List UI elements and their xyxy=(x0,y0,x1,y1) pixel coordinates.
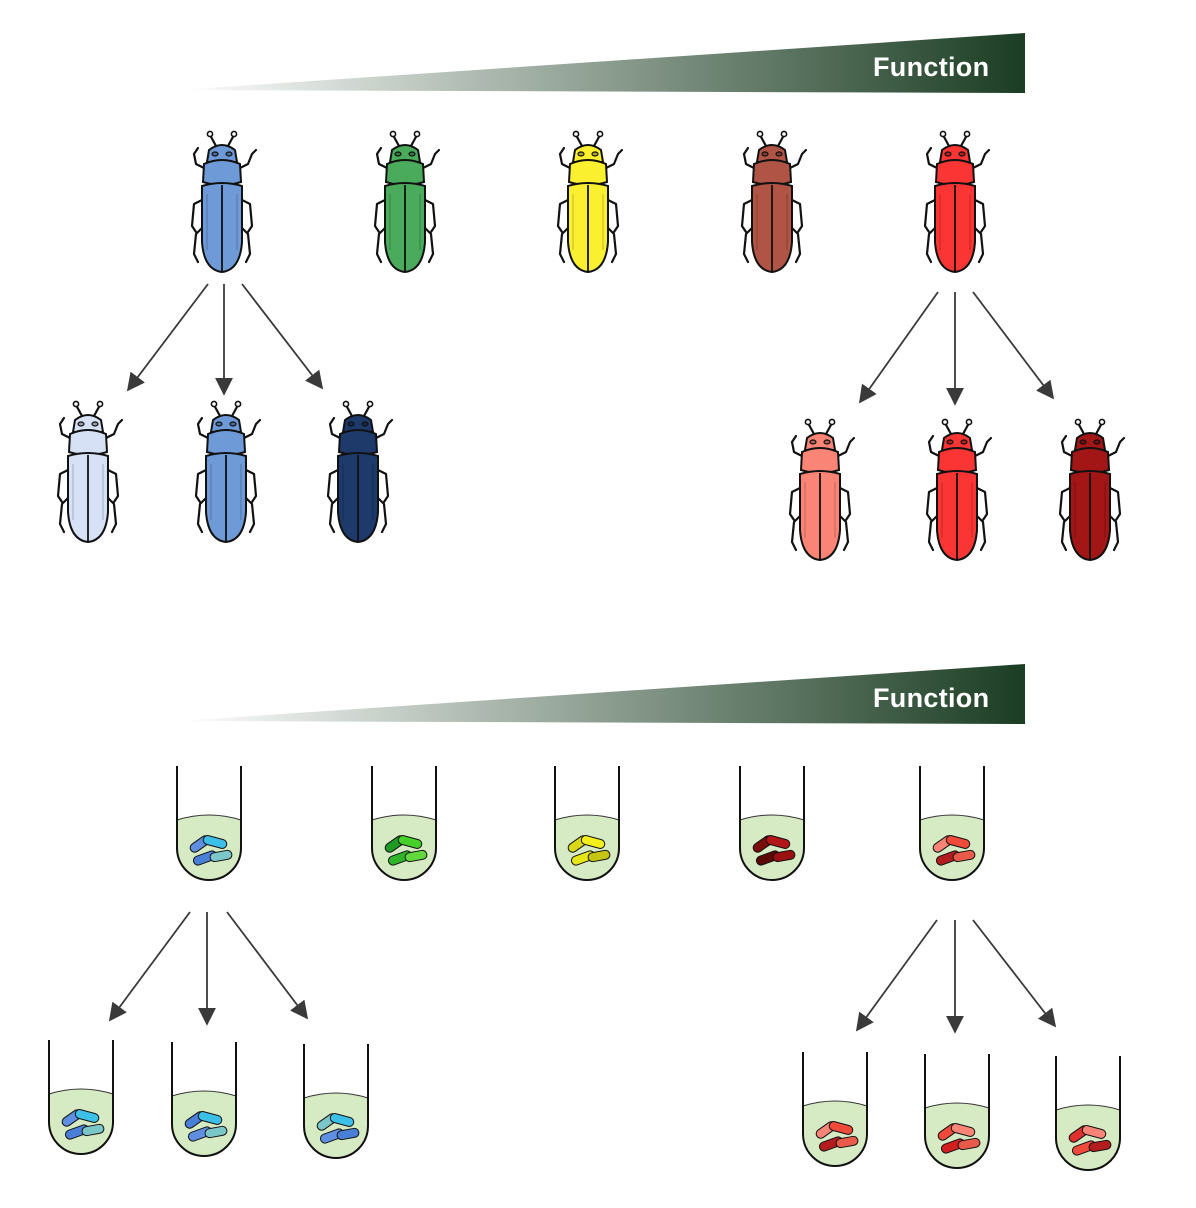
arrow-top-left-1 xyxy=(126,283,209,392)
top-row-red-culture-tube xyxy=(919,766,985,881)
red-culture-c-tube xyxy=(1055,1056,1121,1171)
top-row-blue-culture-tube xyxy=(176,766,242,881)
left-child-blue-beetle xyxy=(194,400,262,544)
arrow-bottom-left-3 xyxy=(226,911,309,1020)
left-child-navy-beetle xyxy=(326,400,394,544)
top-row-green-beetle xyxy=(373,130,441,274)
blue-culture-c-tube xyxy=(303,1044,369,1159)
left-child-pale-blue-beetle xyxy=(56,400,124,544)
top-row-yellow-beetle xyxy=(556,130,624,274)
right-child-salmon-beetle xyxy=(788,418,856,562)
blue-culture-b-tube xyxy=(171,1042,237,1157)
top-row-dark-red-culture-tube xyxy=(739,766,805,881)
red-culture-b-tube xyxy=(924,1054,990,1169)
tubes-layer xyxy=(48,766,1121,1171)
blue-culture-a-tube xyxy=(48,1040,114,1155)
function-label-top: Function xyxy=(873,52,990,82)
top-row-yellow-culture-tube xyxy=(554,766,620,881)
arrow-top-left-3 xyxy=(241,283,324,390)
function-gradient-top xyxy=(178,33,1025,93)
top-row-green-culture-tube xyxy=(371,766,437,881)
arrow-bottom-left-1 xyxy=(108,911,191,1022)
right-child-dark-red-beetle xyxy=(1058,418,1126,562)
beetles-layer xyxy=(56,130,1126,562)
red-culture-a-tube xyxy=(802,1052,868,1167)
arrow-top-right-1 xyxy=(858,291,939,404)
top-row-red-beetle xyxy=(923,130,991,274)
arrow-bottom-right-1 xyxy=(855,919,938,1032)
top-row-blue-beetle xyxy=(190,130,258,274)
arrow-bottom-right-3 xyxy=(972,919,1057,1028)
arrow-top-right-3 xyxy=(972,291,1055,400)
function-label-bottom: Function xyxy=(873,683,990,713)
top-row-brown-beetle xyxy=(740,130,808,274)
arrows-layer xyxy=(108,283,1057,1034)
function-gradient-bottom xyxy=(178,664,1025,724)
right-child-red-beetle xyxy=(925,418,993,562)
